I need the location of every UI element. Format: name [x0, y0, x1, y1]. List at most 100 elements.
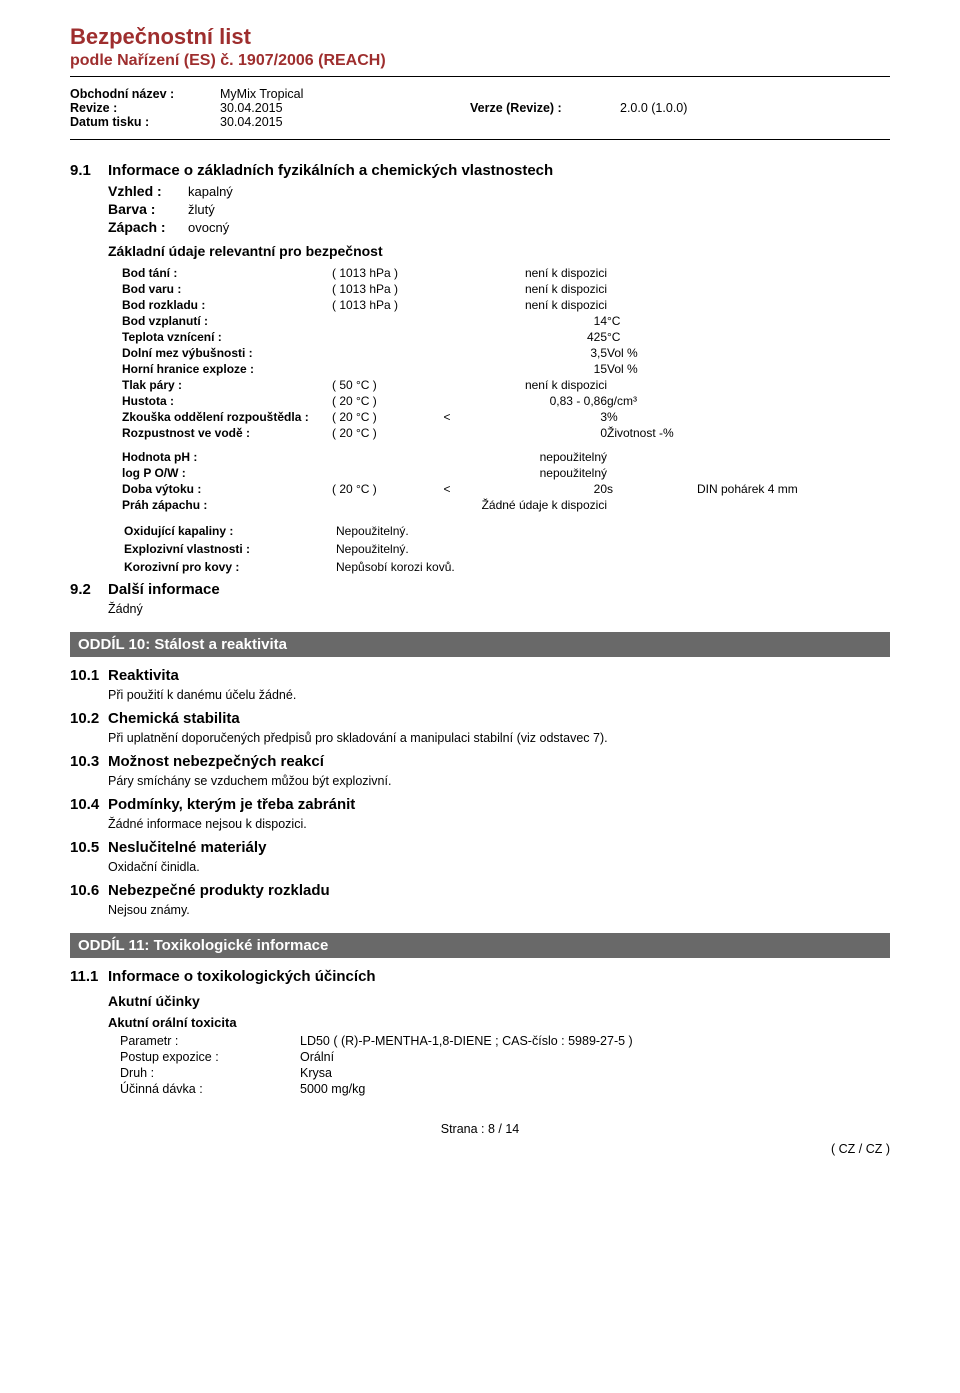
- divider: [70, 76, 890, 77]
- section-heading: Reaktivita: [108, 667, 179, 684]
- dt-val: 15: [467, 361, 607, 377]
- dt-label: Tlak páry :: [122, 377, 332, 393]
- dt-cond: [332, 449, 427, 465]
- dt-val: není k dispozici: [467, 281, 607, 297]
- prop-label: Barva :: [108, 201, 188, 217]
- dt-label: Teplota vznícení :: [122, 329, 332, 345]
- dt-label: Zkouška oddělení rozpouštědla :: [122, 409, 332, 425]
- section-body: Oxidační činidla.: [108, 860, 890, 874]
- param-val: LD50 ( (R)-P-MENTHA-1,8-DIENE ; CAS-čísl…: [300, 1034, 633, 1048]
- dt-extra: [697, 409, 890, 425]
- pair-label: Explozivní vlastnosti :: [124, 541, 334, 557]
- dt-extra: [697, 449, 890, 465]
- dt-val: není k dispozici: [467, 265, 607, 281]
- dt-val: nepoužitelný: [467, 449, 607, 465]
- section-number: 11.1: [70, 968, 108, 985]
- dt-val: 14: [467, 313, 607, 329]
- table-row: Zkouška oddělení rozpouštědla :( 20 °C )…: [122, 409, 890, 425]
- dt-cmp: [427, 361, 467, 377]
- dt-unit: [607, 377, 697, 393]
- pair-val: Nepoužitelný.: [336, 541, 888, 557]
- dt-label: Bod rozkladu :: [122, 297, 332, 313]
- dt-unit: °C: [607, 329, 697, 345]
- dt-cond: ( 20 °C ): [332, 481, 427, 497]
- dt-unit: [607, 465, 697, 481]
- dt-unit: %: [607, 409, 697, 425]
- oddil-11-header: ODDÍL 11: Toxikologické informace: [70, 933, 890, 958]
- sub-sub-heading: Akutní orální toxicita: [108, 1015, 890, 1030]
- dt-label: Dolní mez výbušnosti :: [122, 345, 332, 361]
- dt-cmp: [427, 297, 467, 313]
- section-heading: Další informace: [108, 581, 220, 598]
- hdr-val: 30.04.2015: [220, 115, 470, 129]
- dt-val: 425: [467, 329, 607, 345]
- section-number: 10.5: [70, 839, 108, 856]
- table-row: Hustota :( 20 °C )0,83 - 0,86g/cm³: [122, 393, 890, 409]
- section-heading: Nebezpečné produkty rozkladu: [108, 882, 330, 899]
- hdr-val: MyMix Tropical: [220, 87, 470, 101]
- section-body: Nejsou známy.: [108, 903, 890, 917]
- dt-label: Bod varu :: [122, 281, 332, 297]
- dt-cmp: [427, 449, 467, 465]
- dt-extra: [697, 345, 890, 361]
- hdr-val: 30.04.2015: [220, 101, 470, 115]
- dt-unit: °C: [607, 313, 697, 329]
- doc-title: Bezpečnostní list: [70, 24, 890, 50]
- section-number: 9.1: [70, 162, 108, 179]
- dt-cmp: [427, 329, 467, 345]
- dt-cond: ( 50 °C ): [332, 377, 427, 393]
- section-number: 10.6: [70, 882, 108, 899]
- dt-cond: ( 1013 hPa ): [332, 297, 427, 313]
- dt-label: Doba výtoku :: [122, 481, 332, 497]
- dt-unit: Vol %: [607, 361, 697, 377]
- section-body: Při uplatnění doporučených předpisů pro …: [108, 731, 890, 745]
- dt-cmp: [427, 377, 467, 393]
- pair-label: Oxidující kapaliny :: [124, 523, 334, 539]
- section-heading: Informace o základních fyzikálních a che…: [108, 162, 553, 179]
- param-label: Parametr :: [120, 1034, 300, 1048]
- hdr-label: Obchodní název :: [70, 87, 220, 101]
- dt-val: nepoužitelný: [467, 465, 607, 481]
- dt-cond: [332, 345, 427, 361]
- param-label: Postup expozice :: [120, 1050, 300, 1064]
- dt-label: Hodnota pH :: [122, 449, 332, 465]
- section-body: Žádné informace nejsou k dispozici.: [108, 817, 890, 831]
- dt-label: log P O/W :: [122, 465, 332, 481]
- table-row: Doba výtoku :( 20 °C )<20sDIN pohárek 4 …: [122, 481, 890, 497]
- dt-cond: [332, 313, 427, 329]
- dt-cmp: [427, 393, 467, 409]
- dt-extra: [697, 281, 890, 297]
- prop-label: Vzhled :: [108, 183, 188, 199]
- param-label: Účinná dávka :: [120, 1082, 300, 1096]
- dt-val: 0,83 - 0,86: [467, 393, 607, 409]
- dt-extra: [697, 297, 890, 313]
- divider: [70, 139, 890, 140]
- dt-unit: [607, 297, 697, 313]
- param-val: Krysa: [300, 1066, 332, 1080]
- param-val: Orální: [300, 1050, 334, 1064]
- header-info: Obchodní název : MyMix Tropical Revize :…: [70, 87, 890, 129]
- pair-label: Korozivní pro kovy :: [124, 559, 334, 575]
- dt-extra: [697, 425, 890, 441]
- locale-footer: ( CZ / CZ ): [0, 1142, 960, 1156]
- dt-cmp: [427, 465, 467, 481]
- section-heading: Neslučitelné materiály: [108, 839, 266, 856]
- dt-cond: ( 1013 hPa ): [332, 281, 427, 297]
- dt-extra: [697, 313, 890, 329]
- section-number: 10.3: [70, 753, 108, 770]
- dt-cond: [332, 361, 427, 377]
- section-number: 9.2: [70, 581, 108, 598]
- dt-unit: Životnost -%: [607, 425, 697, 441]
- dt-label: Rozpustnost ve vodě :: [122, 425, 332, 441]
- dt-cmp: [427, 425, 467, 441]
- dt-cmp: [427, 345, 467, 361]
- pair-val: Nepoužitelný.: [336, 523, 888, 539]
- table-row: Bod varu :( 1013 hPa ) není k dispozici: [122, 281, 890, 297]
- section-heading: Možnost nebezpečných reakcí: [108, 753, 324, 770]
- dt-label: Horní hranice exploze :: [122, 361, 332, 377]
- dt-unit: [607, 449, 697, 465]
- dt-val: 3: [467, 409, 607, 425]
- dt-extra: [697, 361, 890, 377]
- section-heading: Chemická stabilita: [108, 710, 240, 727]
- dt-val: není k dispozici: [467, 377, 607, 393]
